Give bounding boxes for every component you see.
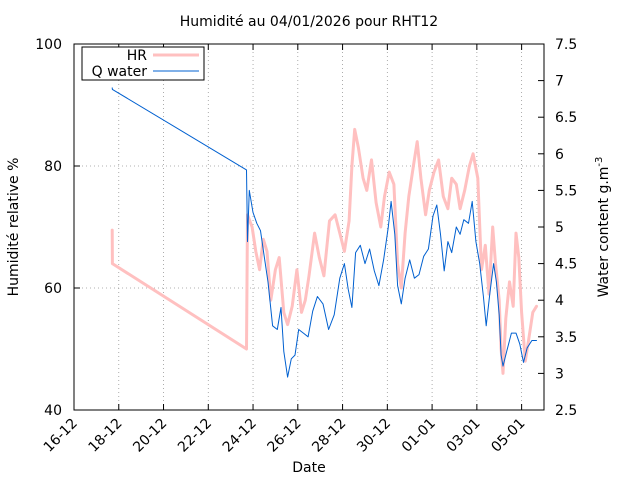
legend-label-hr: HR — [127, 48, 148, 64]
y2-tick-label: 5 — [555, 220, 564, 236]
plot-frame — [73, 43, 545, 411]
x-tick-label: 03-01 — [444, 416, 484, 456]
legend-box — [81, 46, 205, 81]
y2-axis-title-superscript: -3 — [594, 157, 605, 167]
y2-tick-label: 4 — [555, 293, 564, 309]
y2-tick-label: 4.5 — [555, 257, 577, 273]
series-line-q-water — [111, 87, 537, 378]
legend: HR Q water — [81, 46, 205, 81]
y-axis-title: Humidité relative % — [6, 158, 22, 297]
series-layer — [110, 87, 538, 378]
x-tick-label: 26-12 — [265, 416, 305, 456]
y-tick-label: 60 — [44, 281, 62, 297]
y2-tick-label: 6.5 — [555, 110, 577, 126]
grid-lines — [74, 44, 544, 410]
legend-label-q-water: Q water — [92, 64, 148, 80]
x-tick-label: 01-01 — [399, 416, 439, 456]
y2-tick-label: 2.5 — [555, 403, 577, 419]
x-tick-label: 30-12 — [354, 416, 394, 456]
x-tick-label: 20-12 — [130, 416, 170, 456]
x-tick-label: 24-12 — [220, 416, 260, 456]
x-tick-label: 05-01 — [488, 416, 528, 456]
x-tick-label: 16-12 — [41, 416, 81, 456]
y-tick-label: 80 — [44, 159, 62, 175]
x-tick-label: 28-12 — [309, 416, 349, 456]
chart-title: Humidité au 04/01/2026 pour RHT12 — [180, 14, 438, 30]
y2-tick-label: 3 — [555, 366, 564, 382]
x-tick-label: 18-12 — [86, 416, 126, 456]
y2-tick-label: 7 — [555, 74, 564, 90]
y2-tick-label: 3.5 — [555, 330, 577, 346]
y2-axis-title-text: Water content g.m — [596, 167, 612, 298]
y2-tick-label: 6 — [555, 147, 564, 163]
series-line-hr — [110, 127, 538, 375]
y2-axis-title: Water content g.m-3 — [594, 157, 612, 298]
y-tick-label: 40 — [44, 403, 62, 419]
x-axis-title: Date — [292, 460, 325, 476]
y2-tick-label: 7.5 — [555, 37, 577, 53]
y2-tick-label: 5.5 — [555, 183, 577, 199]
y-tick-label: 100 — [35, 37, 62, 53]
x-tick-label: 22-12 — [175, 416, 215, 456]
axis-ticks: 16-12 18-12 20-12 22-12 24-12 26-12 28-12 30-12… — [35, 37, 577, 456]
